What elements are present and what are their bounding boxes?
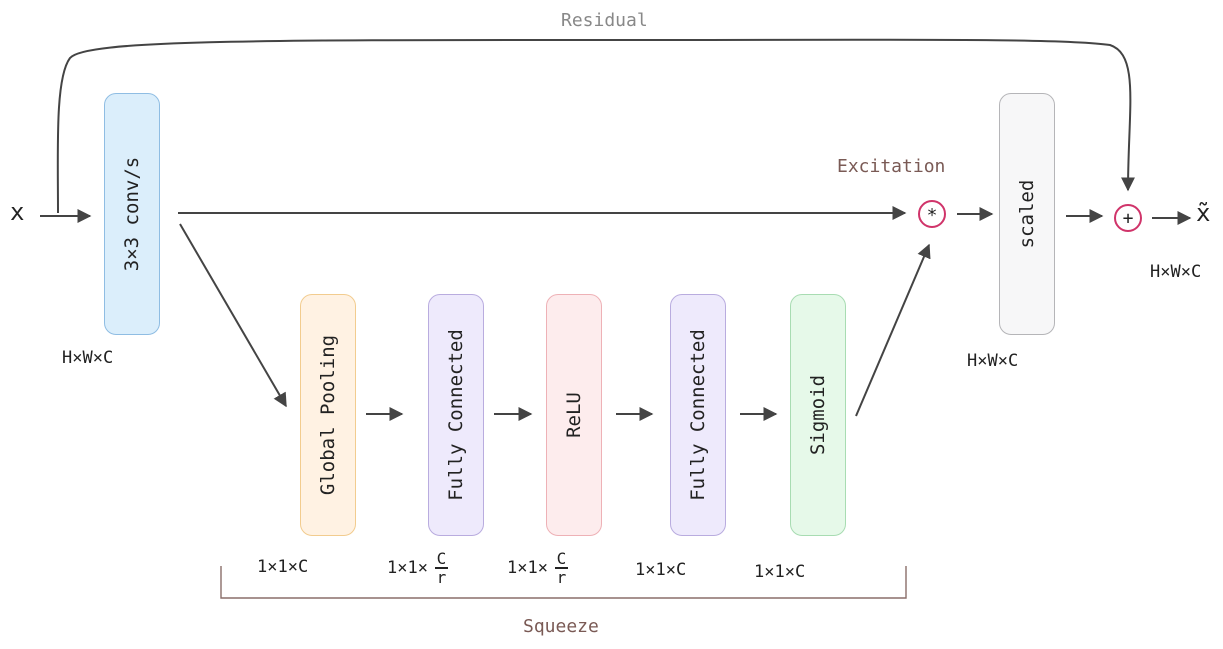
multiply-symbol: *	[926, 204, 938, 226]
conv-block-label: 3×3 conv/s	[121, 156, 143, 272]
scaled-block: scaled	[999, 93, 1055, 335]
arrow-conv-to-pooling	[179, 223, 287, 408]
conv-block: 3×3 conv/s	[104, 93, 160, 335]
scaled-label: scaled	[1016, 179, 1038, 249]
fc1-dim-prefix: 1×1×	[387, 558, 428, 578]
scaled-block-dim: H×W×C	[967, 351, 1019, 371]
relu-dim-numerator: C	[556, 549, 567, 568]
multiply-operator: *	[918, 200, 946, 228]
relu-label: ReLU	[563, 392, 585, 438]
fc1-dim-denominator: r	[436, 567, 447, 587]
fully-connected-label-1: Fully Connected	[445, 329, 467, 501]
fc1-dim: 1×1× C r	[387, 550, 467, 586]
output-dim: H×W×C	[1150, 262, 1202, 282]
sigmoid-block: Sigmoid	[790, 294, 846, 536]
relu-dim-denominator: r	[556, 567, 567, 587]
add-symbol: +	[1122, 207, 1134, 229]
sigmoid-label: Sigmoid	[807, 374, 829, 456]
residual-label: Residual	[561, 10, 648, 31]
add-operator: +	[1114, 204, 1142, 232]
fully-connected-block-2: Fully Connected	[670, 294, 726, 536]
conv-block-dim: H×W×C	[62, 348, 114, 368]
relu-block: ReLU	[546, 294, 602, 536]
squeeze-bracket	[220, 566, 907, 599]
fc2-dim: 1×1×C	[635, 560, 687, 580]
fully-connected-label-2: Fully Connected	[687, 329, 709, 501]
global-pooling-dim: 1×1×C	[257, 557, 309, 577]
sigmoid-dim: 1×1×C	[754, 562, 806, 582]
relu-dim-prefix: 1×1×	[507, 558, 548, 578]
output-x-tilde-label: x̃	[1196, 199, 1211, 227]
global-pooling-block: Global Pooling	[300, 294, 356, 536]
arrow-sigmoid-to-multiply	[855, 243, 931, 417]
excitation-label: Excitation	[837, 156, 946, 177]
fully-connected-block-1: Fully Connected	[428, 294, 484, 536]
residual-connection	[56, 38, 1136, 214]
global-pooling-label: Global Pooling	[317, 334, 339, 496]
relu-dim: 1×1× C r	[507, 550, 587, 586]
fc1-dim-numerator: C	[436, 549, 447, 568]
squeeze-label: Squeeze	[523, 616, 599, 637]
input-x-label: x	[10, 198, 25, 226]
